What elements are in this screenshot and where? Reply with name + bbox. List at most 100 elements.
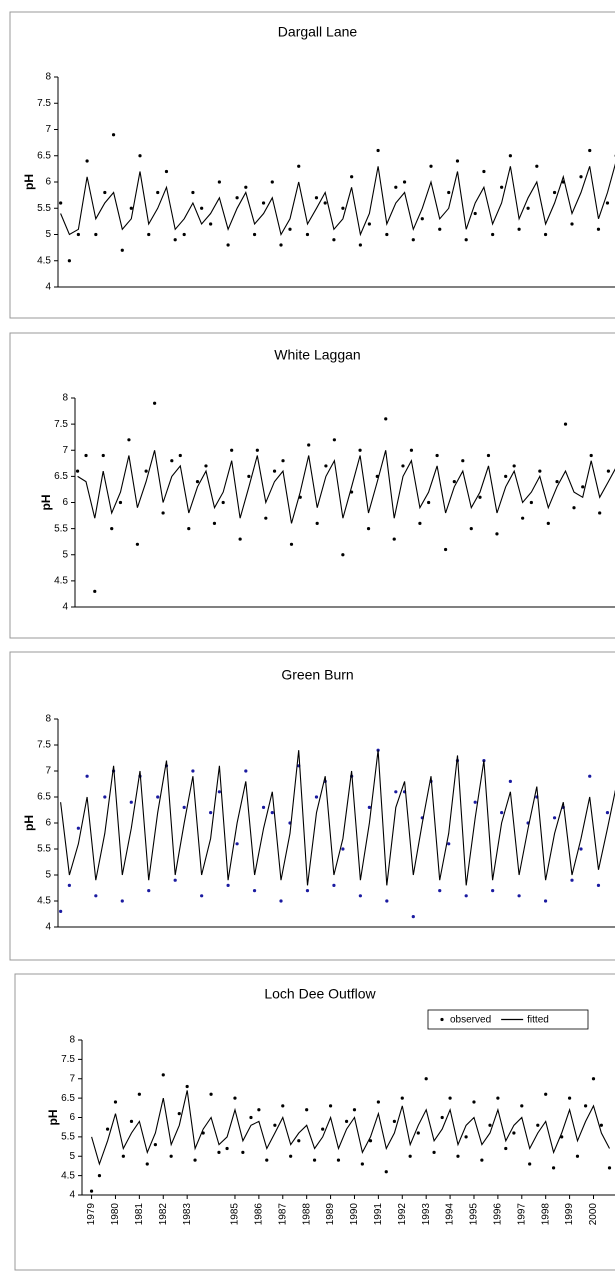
observed-point: [461, 459, 465, 463]
observed-point: [606, 469, 611, 473]
y-tick-label: 6.5: [54, 471, 68, 482]
y-axis-label: pH: [22, 174, 36, 190]
chart-title: Green Burn: [281, 667, 353, 683]
observed-point: [324, 464, 328, 468]
x-tick-label: 1995: [469, 1203, 480, 1226]
observed-point: [120, 899, 124, 903]
observed-point: [448, 1096, 452, 1100]
observed-point: [543, 899, 548, 903]
observed-point: [563, 422, 568, 426]
observed-point: [191, 190, 195, 195]
y-axis-label: pH: [22, 815, 36, 831]
observed-point: [257, 1108, 261, 1112]
observed-point: [59, 909, 63, 914]
observed-point: [307, 443, 311, 447]
y-tick-label: 6: [69, 1112, 75, 1123]
observed-point: [110, 527, 114, 531]
observed-point: [281, 459, 285, 463]
observed-point: [169, 1154, 173, 1158]
observed-point: [312, 1158, 317, 1162]
observed-point: [135, 542, 140, 546]
y-tick-label: 7.5: [61, 1054, 75, 1065]
observed-point: [225, 1146, 229, 1151]
observed-point: [209, 222, 213, 226]
observed-point: [535, 164, 539, 168]
y-tick-label: 5.5: [54, 523, 68, 534]
observed-point: [368, 1139, 373, 1143]
observed-point: [360, 1162, 364, 1166]
observed-point: [153, 401, 157, 405]
observed-point: [270, 811, 274, 815]
panel-border: [9, 11, 615, 319]
observed-point: [217, 790, 221, 794]
observed-point: [161, 1073, 165, 1077]
observed-point: [209, 811, 213, 815]
observed-point: [438, 227, 442, 231]
observed-point: [394, 790, 398, 794]
chart-title: Dargall Lane: [278, 24, 358, 40]
observed-point: [204, 464, 208, 468]
observed-point: [270, 180, 274, 184]
x-tick-label: 1988: [301, 1203, 312, 1226]
y-tick-label: 4.5: [37, 896, 51, 907]
y-tick-label: 4.5: [37, 255, 51, 266]
observed-point: [195, 480, 200, 484]
observed-point: [416, 1131, 420, 1135]
observed-point: [147, 232, 151, 237]
observed-point: [366, 527, 371, 531]
observed-point: [482, 169, 486, 174]
observed-point: [478, 495, 482, 499]
observed-point: [182, 232, 186, 237]
observed-point: [252, 889, 257, 893]
x-tick-label: 1991: [373, 1203, 384, 1226]
observed-point: [408, 1154, 412, 1158]
observed-point: [529, 500, 533, 505]
fitted-line: [60, 750, 615, 886]
observed-point: [411, 238, 415, 242]
observed-point: [101, 453, 105, 458]
observed-point: [528, 1162, 532, 1166]
observed-point: [249, 1115, 253, 1120]
y-tick-label: 6.5: [37, 792, 51, 803]
observed-point: [185, 1084, 189, 1089]
observed-point: [504, 1146, 508, 1151]
observed-point: [103, 190, 107, 195]
observed-point: [447, 842, 451, 846]
observed-point: [376, 148, 380, 153]
observed-point: [178, 453, 182, 458]
observed-point: [455, 159, 460, 163]
y-tick-label: 5: [45, 229, 51, 240]
observed-point: [508, 779, 512, 784]
observed-point: [512, 464, 516, 468]
observed-point: [273, 1123, 277, 1127]
observed-point: [588, 774, 592, 778]
chart-title: White Laggan: [274, 347, 360, 363]
observed-point: [305, 889, 310, 893]
y-tick-label: 8: [45, 72, 51, 83]
observed-point: [241, 1150, 245, 1154]
observed-point: [607, 1166, 612, 1170]
observed-point: [314, 196, 319, 200]
y-tick-label: 4: [62, 602, 68, 613]
observed-point: [336, 1158, 341, 1162]
observed-point: [491, 889, 495, 893]
observed-point: [409, 448, 414, 452]
observed-point: [85, 774, 89, 778]
x-tick-label: 1998: [540, 1203, 551, 1226]
observed-point: [584, 1104, 588, 1108]
observed-point: [344, 1119, 349, 1123]
y-tick-label: 5.5: [37, 203, 51, 214]
observed-point: [281, 1104, 285, 1108]
observed-point: [173, 238, 177, 242]
observed-point: [473, 211, 477, 216]
observed-point: [504, 474, 508, 478]
x-tick-label: 1997: [516, 1203, 527, 1226]
observed-point: [443, 547, 448, 552]
observed-point: [252, 232, 257, 237]
panel: Loch Dee Outflow pH 4 4.5 5 5.5 6 6.5 7 7.5 8 1979 1…: [14, 973, 615, 1271]
observed-point: [402, 180, 407, 184]
observed-point: [137, 1092, 141, 1096]
observed-point: [520, 1104, 524, 1108]
y-tick-label: 7: [62, 445, 68, 456]
observed-point: [517, 227, 521, 231]
